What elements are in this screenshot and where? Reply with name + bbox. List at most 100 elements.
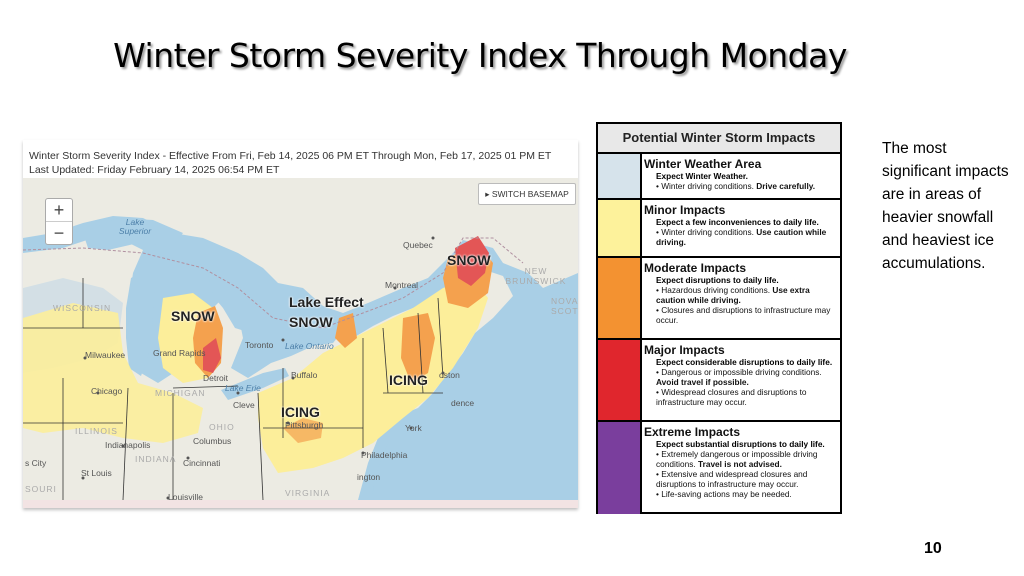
- legend-swatch: [598, 258, 642, 338]
- legend-row-minor: Minor Impacts Expect a few inconvenience…: [598, 200, 840, 258]
- overlay-snow-michigan: SNOW: [171, 308, 215, 324]
- lake-huron: [208, 273, 255, 333]
- overlay-lake-effect-line2: SNOW: [289, 314, 333, 330]
- slide-title: Winter Storm Severity Index Through Mond…: [113, 36, 847, 75]
- label-chicago: Chicago: [91, 386, 123, 396]
- overlay-icing-pennsylvania: ICING: [281, 404, 320, 420]
- city-dots: [81, 236, 445, 500]
- legend-item-name: Extreme Impacts: [644, 425, 741, 439]
- label-illinois: ILLINOIS: [75, 426, 118, 436]
- label-virginia: VIRGINIA: [285, 488, 331, 498]
- label-providence: dence: [451, 398, 475, 408]
- side-note: The most significant impacts are in area…: [882, 140, 1009, 272]
- label-lake-ontario: Lake Ontario: [285, 341, 334, 351]
- label-indiana: INDIANA: [135, 454, 177, 464]
- legend-bullet: • Winter driving conditions. Drive caref…: [656, 181, 816, 191]
- label-cincinnati: Cincinnati: [183, 458, 221, 468]
- overlay-icing-new-england: ICING: [389, 372, 428, 388]
- legend-item-name: Major Impacts: [644, 343, 725, 357]
- switch-basemap-button[interactable]: ▸ SWITCH BASEMAP: [478, 183, 576, 205]
- legend-swatch: [598, 340, 642, 420]
- label-detroit: Detroit: [203, 373, 229, 383]
- label-pittsburgh: Pittsburgh: [285, 420, 324, 430]
- label-lake-superior: Lake Superior: [118, 217, 152, 236]
- map-panel: Winter Storm Severity Index - Effective …: [23, 140, 578, 508]
- map-header: Winter Storm Severity Index - Effective …: [29, 149, 551, 177]
- map-area[interactable]: + − ▸ SWITCH BASEMAP Lake Superior Quebe…: [23, 178, 578, 500]
- legend-title: Potential Winter Storm Impacts: [598, 124, 840, 154]
- overlay-snow-maine: SNOW: [447, 252, 491, 268]
- legend-swatch: [598, 154, 642, 198]
- legend-bullet: • Extensive and widespread closures and …: [656, 469, 808, 489]
- label-city: s City: [25, 458, 47, 468]
- map-effective-text: Winter Storm Severity Index - Effective …: [29, 150, 552, 162]
- label-louisville: Louisville: [168, 492, 203, 500]
- legend-item-name: Moderate Impacts: [644, 261, 747, 275]
- label-toronto: Toronto: [245, 340, 274, 350]
- legend-bullet: • Extremely dangerous or impossible driv…: [656, 449, 818, 469]
- zoom-out-button[interactable]: −: [46, 221, 72, 244]
- label-boston: oston: [439, 370, 460, 380]
- zoom-in-button[interactable]: +: [53, 200, 65, 220]
- legend-row-extreme: Extreme Impacts Expect substantial disru…: [598, 422, 840, 514]
- impact-moderate-ne: [401, 313, 435, 383]
- label-michigan: MICHIGAN: [155, 388, 206, 398]
- label-milwaukee: Milwaukee: [85, 350, 126, 360]
- legend-bullet: • Dangerous or impossible driving condit…: [656, 367, 822, 387]
- label-new-brunswick: NEW BRUNSWICK: [505, 266, 567, 286]
- legend-item-lead: Expect a few inconveniences to daily lif…: [656, 217, 819, 227]
- legend-item-name: Winter Weather Area: [644, 157, 762, 171]
- label-ohio: OHIO: [209, 422, 235, 432]
- legend-row-winter-weather: Winter Weather Area Expect Winter Weathe…: [598, 154, 840, 200]
- map-bottom-bar: [23, 500, 578, 508]
- legend-item-lead: Expect Winter Weather.: [656, 171, 748, 181]
- lake-ontario: [285, 328, 341, 348]
- overlay-lake-effect: Lake Effect SNOW: [289, 292, 364, 332]
- legend-item-lead: Expect considerable disruptions to daily…: [656, 357, 833, 367]
- legend-swatch: [598, 422, 642, 514]
- legend-bullet: • Widespread closures and disruptions to…: [656, 387, 807, 407]
- label-lake-erie: Lake Erie: [225, 383, 261, 393]
- label-philadelphia: Philadelphia: [361, 450, 408, 460]
- canada-land: [23, 178, 578, 313]
- impact-moderate-tug: [335, 313, 357, 348]
- page-number: 10: [924, 540, 942, 557]
- legend-item-lead: Expect disruptions to daily life.: [656, 275, 779, 285]
- label-columbus: Columbus: [193, 436, 232, 446]
- legend-item-name: Minor Impacts: [644, 203, 726, 217]
- label-indianapolis: Indianapolis: [105, 440, 151, 450]
- label-washington: ington: [357, 472, 381, 482]
- legend-bullet: • Winter driving conditions. Use caution…: [656, 227, 827, 247]
- legend-row-major: Major Impacts Expect considerable disrup…: [598, 340, 840, 422]
- lake-superior: [83, 218, 183, 250]
- label-new-york: York: [405, 423, 422, 433]
- legend-bullet: • Life-saving actions may be needed.: [656, 489, 792, 499]
- label-nova-scotia: NOVA SCOTI: [551, 296, 578, 316]
- impact-moderate-pa: [283, 418, 323, 443]
- map-graphic: [23, 178, 578, 500]
- atlantic: [371, 288, 578, 500]
- legend-bullet: • Hazardous driving conditions. Use extr…: [656, 285, 810, 305]
- label-cleveland: Cleve: [233, 400, 255, 410]
- label-missouri: SOURI: [25, 484, 57, 494]
- state-borders: [23, 278, 444, 500]
- lake-michigan: [126, 270, 155, 376]
- label-grand-rapids: Grand Rapids: [153, 348, 206, 358]
- label-buffalo: Buffalo: [291, 370, 318, 380]
- intl-border: [23, 237, 524, 329]
- label-wisconsin: WISCONSIN: [53, 303, 112, 313]
- legend-item-lead: Expect substantial disruptions to daily …: [656, 439, 825, 449]
- label-quebec: Quebec: [403, 240, 433, 250]
- overlay-lake-effect-line1: Lake Effect: [289, 294, 364, 310]
- legend-bullet: • Closures and disruptions to infrastruc…: [656, 305, 831, 325]
- impact-minor-midwest: [23, 303, 203, 443]
- label-st-louis: St Louis: [81, 468, 112, 478]
- impact-major-maine: [455, 236, 489, 286]
- legend-row-moderate: Moderate Impacts Expect disruptions to d…: [598, 258, 840, 340]
- map-updated-text: Last Updated: Friday February 14, 2025 0…: [29, 164, 280, 176]
- legend-swatch: [598, 200, 642, 256]
- zoom-control: + −: [45, 198, 73, 245]
- impacts-legend: Potential Winter Storm Impacts Winter We…: [596, 122, 842, 514]
- label-montreal: Montreal: [385, 280, 419, 290]
- impact-major-michigan: [203, 338, 221, 373]
